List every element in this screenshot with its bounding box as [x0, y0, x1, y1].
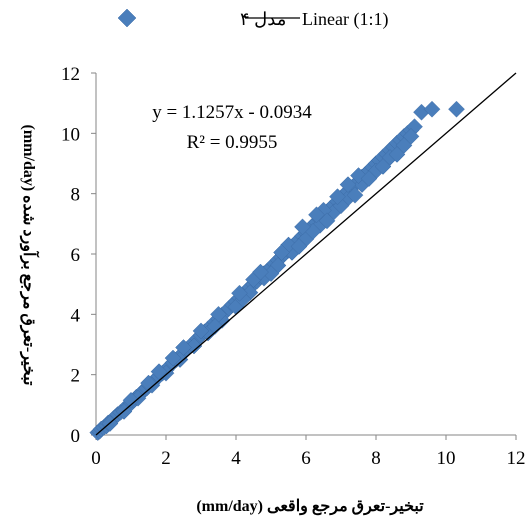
data-point	[185, 337, 203, 355]
y-tick-label: 4	[71, 305, 81, 326]
x-tick-label: 10	[437, 448, 456, 469]
x-tick-label: 2	[161, 448, 171, 469]
data-point	[150, 363, 168, 381]
legend-label-linear: Linear (1:1)	[302, 9, 388, 30]
data-point	[329, 188, 346, 206]
x-axis-ticks: 0 2 4 6 8 10 12	[91, 435, 526, 469]
data-point	[206, 318, 224, 335]
y-axis-title: تبخیر-تعرق مرجع برآورد شده (mm/day)	[19, 125, 41, 387]
y-tick-label: 10	[61, 124, 80, 145]
reference-line-1-1	[95, 72, 517, 436]
data-point	[122, 391, 140, 409]
data-point	[402, 127, 420, 145]
legend-label-model: مدل ۴	[240, 9, 286, 29]
data-point	[290, 238, 308, 255]
legend-marker-diamond-icon	[117, 8, 137, 28]
x-axis-title: تبخیر-تعرق مرجع واقعی (mm/day)	[196, 498, 424, 516]
x-tick-label: 6	[301, 448, 311, 469]
data-point	[346, 186, 364, 204]
y-axis-ticks: 0 2 4 6 8 10 12	[61, 64, 96, 447]
data-point	[339, 176, 357, 193]
y-tick-label: 0	[71, 426, 81, 447]
data-point	[388, 146, 406, 163]
data-point	[448, 100, 465, 118]
x-tick-label: 12	[507, 448, 526, 469]
legend: مدل ۴ Linear (1:1)	[117, 8, 388, 30]
data-point	[164, 349, 182, 367]
data-point	[308, 206, 325, 224]
y-tick-label: 2	[71, 366, 81, 387]
regression-annotation: y = 1.1257x - 0.0934 R² = 0.9955	[152, 102, 312, 153]
plot-area: 0 2 4 6 8 10 12 0 2 4 6 8 10 12	[61, 64, 526, 469]
data-point	[360, 170, 378, 187]
y-tick-label: 8	[71, 185, 81, 206]
data-point	[423, 100, 441, 118]
data-point	[252, 263, 269, 281]
equation-label: y = 1.1257x - 0.0934	[152, 102, 312, 123]
data-point	[318, 212, 336, 230]
data-point	[175, 339, 192, 356]
data-point	[192, 322, 210, 340]
x-tick-label: 0	[91, 448, 101, 469]
r-squared-label: R² = 0.9955	[187, 132, 278, 153]
y-tick-label: 12	[61, 64, 80, 85]
x-tick-label: 4	[231, 448, 241, 469]
data-point	[374, 158, 392, 175]
data-point	[273, 244, 290, 261]
data-points	[89, 100, 465, 441]
x-tick-label: 8	[371, 448, 381, 469]
data-point	[294, 218, 311, 236]
y-tick-label: 6	[71, 245, 81, 266]
data-point	[231, 284, 248, 302]
